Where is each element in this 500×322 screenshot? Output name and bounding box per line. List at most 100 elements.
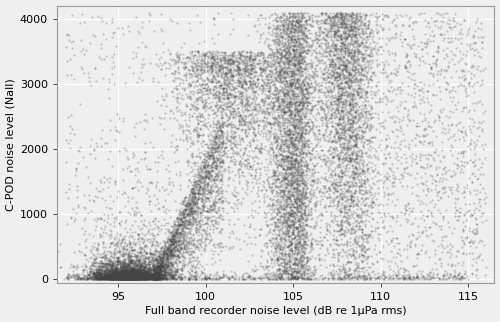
Point: [148, 233, 156, 238]
Point: [347, 124, 355, 129]
Point: [263, 115, 271, 120]
Point: [140, 126, 148, 131]
Point: [177, 109, 185, 115]
Point: [289, 274, 297, 279]
Point: [458, 191, 466, 196]
Point: [346, 37, 354, 42]
Point: [112, 272, 120, 277]
Point: [273, 56, 281, 62]
Point: [298, 69, 306, 74]
Point: [472, 232, 480, 237]
Point: [258, 67, 266, 72]
Point: [161, 262, 169, 267]
Point: [282, 211, 290, 216]
Point: [479, 210, 487, 215]
Point: [221, 122, 229, 128]
Point: [132, 272, 140, 278]
Point: [304, 267, 312, 272]
Point: [190, 196, 198, 201]
Point: [308, 216, 316, 221]
Point: [275, 105, 283, 110]
Point: [287, 83, 295, 88]
Point: [294, 93, 302, 99]
Point: [141, 266, 149, 271]
Point: [167, 251, 175, 256]
Point: [124, 276, 132, 281]
Point: [416, 58, 424, 63]
Point: [294, 108, 302, 113]
Point: [438, 234, 446, 240]
Point: [139, 274, 147, 279]
Point: [333, 213, 341, 218]
Point: [442, 68, 450, 73]
Point: [390, 191, 398, 196]
Point: [330, 153, 338, 158]
Point: [120, 273, 128, 278]
Point: [338, 226, 346, 231]
Point: [238, 169, 246, 175]
Point: [171, 159, 179, 164]
Point: [453, 155, 461, 160]
Point: [133, 250, 141, 255]
Point: [96, 271, 104, 276]
Point: [202, 81, 210, 86]
Point: [388, 89, 396, 94]
Point: [287, 158, 295, 163]
Point: [308, 114, 316, 119]
Point: [216, 105, 224, 110]
Point: [192, 270, 200, 275]
Point: [283, 26, 291, 32]
Point: [81, 238, 89, 243]
Point: [354, 139, 362, 144]
Point: [279, 240, 287, 245]
Point: [335, 154, 343, 159]
Point: [185, 209, 193, 214]
Point: [286, 102, 294, 107]
Point: [300, 210, 308, 215]
Point: [350, 88, 358, 93]
Point: [160, 266, 168, 271]
Point: [287, 53, 295, 59]
Point: [142, 243, 150, 248]
Point: [355, 171, 363, 176]
Point: [108, 254, 116, 260]
Point: [247, 172, 255, 177]
Point: [152, 275, 160, 280]
Point: [134, 273, 141, 278]
Point: [83, 277, 91, 282]
Point: [236, 116, 244, 121]
Point: [338, 40, 346, 45]
Point: [129, 276, 137, 281]
Point: [301, 109, 309, 114]
Point: [434, 152, 442, 157]
Point: [280, 158, 288, 163]
Point: [144, 269, 152, 274]
Point: [282, 26, 290, 32]
Point: [94, 268, 102, 273]
Point: [330, 34, 338, 39]
Point: [434, 45, 442, 50]
Point: [145, 219, 153, 224]
Point: [308, 167, 316, 172]
Point: [220, 167, 228, 172]
Point: [362, 122, 370, 127]
Point: [288, 130, 296, 135]
Point: [302, 184, 310, 189]
Point: [341, 270, 349, 275]
Point: [127, 265, 135, 270]
Point: [467, 130, 475, 135]
Point: [402, 217, 410, 222]
Point: [329, 105, 337, 110]
Point: [358, 87, 366, 92]
Point: [182, 248, 190, 253]
Point: [364, 203, 372, 208]
Point: [112, 271, 120, 276]
Point: [336, 24, 344, 29]
Point: [158, 259, 166, 264]
Point: [204, 70, 212, 75]
Point: [155, 277, 163, 282]
Point: [292, 195, 300, 200]
Point: [151, 273, 159, 278]
Point: [73, 276, 81, 281]
Point: [125, 244, 133, 249]
